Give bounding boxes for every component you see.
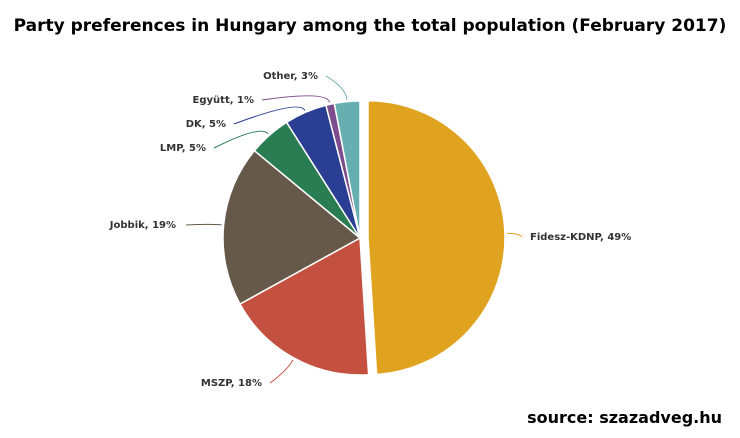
chart-title: Party preferences in Hungary among the t… xyxy=(13,16,727,36)
leader-line-other xyxy=(325,75,348,100)
slice-label-egy-tt: Együtt, 1% xyxy=(193,95,254,106)
leader-line-dk xyxy=(233,106,306,125)
leader-line-fidesz-kdnp xyxy=(506,232,523,238)
slice-label-dk: DK, 5% xyxy=(186,119,226,130)
source-note: source: szazadveg.hu xyxy=(527,408,722,427)
slice-label-lmp: LMP, 5% xyxy=(160,143,206,154)
slice-label-mszp: MSZP, 18% xyxy=(201,378,262,389)
pie-slice-fidesz-kdnp xyxy=(367,99,506,376)
leader-line-jobbik xyxy=(185,223,222,226)
pie-slice-other xyxy=(333,100,361,239)
pie-slice-jobbik xyxy=(222,149,362,306)
leader-line-lmp xyxy=(213,130,269,149)
slice-label-fidesz-kdnp: Fidesz-KDNP, 49% xyxy=(530,232,631,243)
pie-slice-mszp xyxy=(238,236,370,376)
slice-label-other: Other, 3% xyxy=(263,71,318,82)
slice-label-jobbik: Jobbik, 19% xyxy=(109,220,176,231)
leader-line-mszp xyxy=(269,359,294,384)
leader-line-egy-tt xyxy=(261,95,331,103)
